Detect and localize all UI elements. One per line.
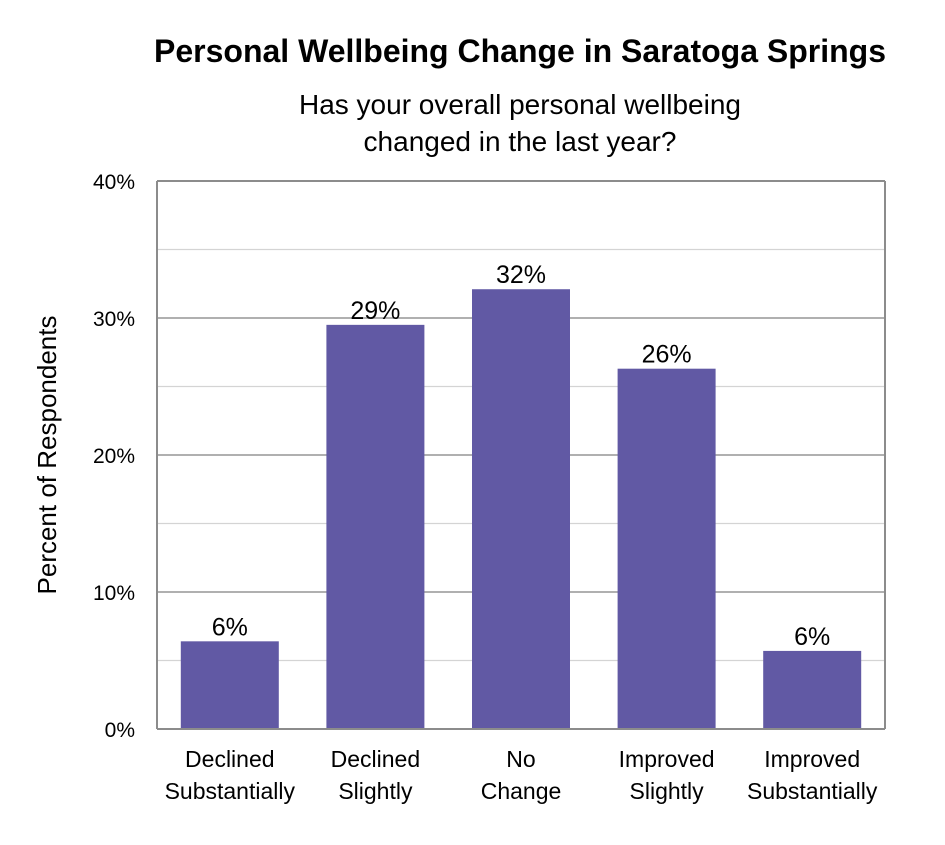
x-tick-label: Substantially — [165, 778, 296, 804]
x-tick-label: Substantially — [747, 778, 878, 804]
x-tick-label: Change — [481, 778, 562, 804]
bar — [326, 324, 425, 729]
data-label: 32% — [496, 261, 546, 289]
x-tick-label: Declined — [331, 746, 421, 772]
y-axis-label: Percent of Respondents — [32, 316, 62, 595]
x-tick-label: Improved — [764, 746, 860, 772]
x-tick-label: Declined — [185, 746, 275, 772]
bar — [180, 641, 279, 729]
y-tick-label: 10% — [93, 582, 135, 605]
chart-title: Personal Wellbeing Change in Saratoga Sp… — [154, 33, 886, 69]
x-tick-label: No — [506, 746, 535, 772]
data-label: 6% — [212, 613, 248, 641]
labels: 0% 10% 20% 30% 40% 6% Declined Substantially 29%… — [93, 171, 878, 804]
chart-subtitle-line-1: Has your overall personal wellbeing — [299, 89, 741, 120]
chart-subtitle-line-2: changed in the last year? — [364, 126, 677, 157]
data-label: 6% — [794, 623, 830, 651]
bar — [617, 368, 716, 729]
x-tick-label: Slightly — [630, 778, 705, 804]
data-label: 26% — [642, 341, 692, 369]
y-tick-label: 30% — [93, 308, 135, 331]
data-label: 29% — [350, 297, 400, 325]
bar — [472, 289, 570, 729]
bars — [180, 289, 862, 729]
y-tick-label: 40% — [93, 171, 135, 194]
y-tick-label: 20% — [93, 445, 135, 468]
y-tick-label: 0% — [105, 719, 135, 742]
x-tick-label: Improved — [619, 746, 715, 772]
x-tick-label: Slightly — [338, 778, 413, 804]
axes — [156, 180, 886, 730]
bar — [763, 650, 862, 729]
